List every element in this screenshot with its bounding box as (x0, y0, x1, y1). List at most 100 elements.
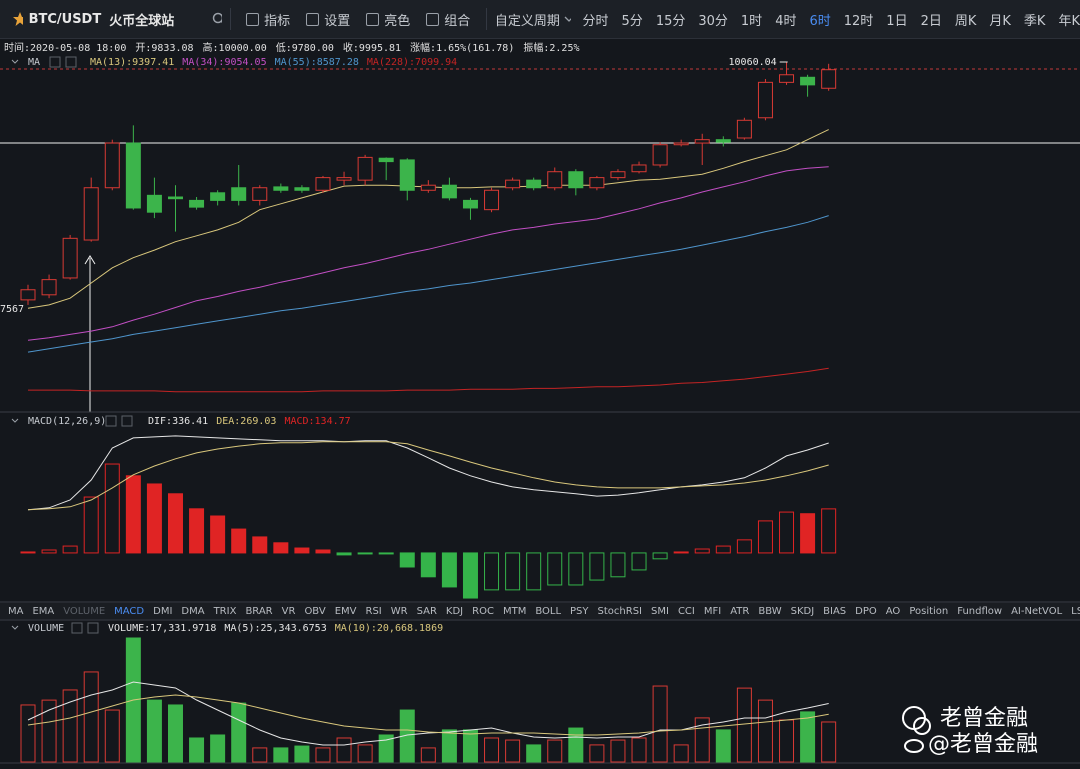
indicator-tab[interactable]: BRAR (245, 605, 273, 617)
star-icon[interactable] (12, 11, 23, 27)
indicator-tab[interactable]: BIAS (823, 605, 847, 617)
indicator-tab[interactable]: CCI (677, 605, 695, 617)
period[interactable]: 1时 (740, 13, 763, 29)
panel-button[interactable] (71, 622, 83, 634)
panel-button[interactable] (121, 415, 133, 427)
tool-button[interactable]: 设置 (306, 10, 350, 29)
info-item: 振幅:2.25% (523, 43, 580, 54)
separator (229, 8, 231, 30)
period[interactable]: 周K (954, 13, 977, 29)
indicator-tab[interactable]: Fundflow (957, 605, 1003, 617)
volume-bar (589, 744, 605, 763)
candle-body (547, 171, 563, 189)
indicator-tab[interactable]: AI-NetVOL (1011, 605, 1063, 617)
indicator-tab[interactable]: StochRSI (597, 605, 642, 617)
indicator-tab[interactable]: PSY (570, 605, 589, 617)
indicator-tab[interactable]: SAR (416, 605, 437, 617)
panel-button[interactable] (87, 622, 99, 634)
indicator-tab[interactable]: BOLL (535, 605, 562, 617)
period[interactable]: 2日 (920, 13, 942, 29)
indicator-line (27, 681, 829, 746)
symbol[interactable]: BTC/USDT (28, 11, 102, 27)
period[interactable]: 4时 (775, 13, 797, 29)
indicator-tab[interactable]: ATR (730, 605, 750, 617)
indicator-tab[interactable]: DMA (181, 605, 205, 617)
indicator-tab[interactable]: EMA (32, 605, 55, 617)
candle-body (610, 171, 626, 179)
legend-text: MA(34):9054.05 (182, 57, 266, 68)
candle-body (20, 289, 36, 301)
indicator-tab[interactable]: SKDJ (790, 605, 815, 617)
panel-button[interactable] (65, 56, 77, 68)
indicator-tab[interactable]: MTM (502, 605, 527, 617)
panel-button[interactable] (49, 56, 61, 68)
indicator-tab[interactable]: SMI (651, 605, 669, 617)
candle-body (484, 189, 500, 211)
volume-bar (189, 737, 205, 763)
indicator-tab[interactable]: MACD (114, 605, 145, 617)
period[interactable]: 分时 (582, 13, 609, 29)
period[interactable]: 6时 (809, 13, 831, 29)
indicator-tab[interactable]: LSUR (1071, 605, 1080, 617)
indicator-tab[interactable]: AO (885, 605, 901, 617)
indicator-tab[interactable]: VOLUME (63, 605, 106, 617)
indicator-tab[interactable]: KDJ (445, 605, 464, 617)
collapse-icon[interactable] (11, 625, 19, 630)
indicator-tab[interactable]: MA (8, 605, 24, 617)
period[interactable]: 30分 (698, 13, 728, 29)
macd-bar (273, 542, 289, 554)
periods: 分时 5分 15分 30分 1时 4时 6时 12时 1日 2日 周K 月K 季K 年K (583, 10, 1080, 29)
indicator-tab[interactable]: TRIX (213, 605, 237, 617)
volume-bar (294, 745, 310, 763)
indicator-tab[interactable]: MFI (703, 605, 722, 617)
indicator-tab[interactable]: EMV (334, 605, 357, 617)
tool-button[interactable]: 亮色 (366, 10, 410, 29)
indicator-tab[interactable]: Position (909, 605, 949, 617)
period[interactable]: 12时 (843, 13, 874, 29)
indicator-tab[interactable]: RSI (365, 605, 382, 617)
button-icon (246, 12, 260, 26)
candle-body (757, 81, 773, 119)
volume-bar (336, 737, 352, 763)
indicator-tab[interactable]: DMI (153, 605, 173, 617)
indicator-tab[interactable]: DPO (855, 605, 877, 617)
indicator-tab[interactable]: WR (390, 605, 408, 617)
button-icon (426, 12, 440, 26)
macd-bar (189, 508, 205, 554)
period[interactable]: 季K (1023, 13, 1046, 29)
period[interactable]: 年K (1058, 13, 1080, 29)
candle-body (441, 184, 457, 199)
candle-body (694, 139, 710, 144)
period[interactable]: 1日 (886, 13, 908, 29)
indicator-tabs: MA EMA VOLUME MACD DMI DMA TRIX BRAR VR OBV EMV RSI… (0, 603, 1080, 619)
period-menu[interactable]: 自定义周期 (494, 13, 560, 29)
volume-bar (20, 704, 36, 763)
period[interactable]: 月K (989, 13, 1011, 29)
info-item: 低:9780.00 (275, 43, 334, 54)
collapse-icon[interactable] (11, 418, 19, 423)
panel-button[interactable] (105, 415, 117, 427)
macd-bar (146, 483, 162, 554)
indicator-tab[interactable]: ROC (472, 605, 494, 617)
collapse-icon[interactable] (11, 59, 19, 64)
candle-body (273, 186, 289, 191)
macd-bar (715, 545, 731, 554)
macd-bar (610, 552, 626, 578)
indicator-tab[interactable]: BBW (758, 605, 782, 617)
tool-button[interactable]: 指标 (246, 10, 290, 29)
search-icon[interactable] (212, 12, 222, 26)
period[interactable]: 5分 (621, 13, 643, 29)
wechat-icon (913, 717, 931, 735)
macd-bar (526, 552, 542, 591)
candle-body (715, 139, 731, 143)
weibo-icon (904, 739, 924, 753)
indicator-tab[interactable]: OBV (304, 605, 326, 617)
candle-body (294, 187, 310, 191)
indicator-tab[interactable]: VR (281, 605, 296, 617)
candle-body (652, 144, 668, 166)
period[interactable]: 15分 (655, 13, 686, 29)
tool-button[interactable]: 组合 (426, 10, 470, 29)
button-label: 亮色 (384, 13, 411, 29)
indicator-line (27, 694, 829, 736)
info-item: 开:9833.08 (135, 43, 194, 54)
